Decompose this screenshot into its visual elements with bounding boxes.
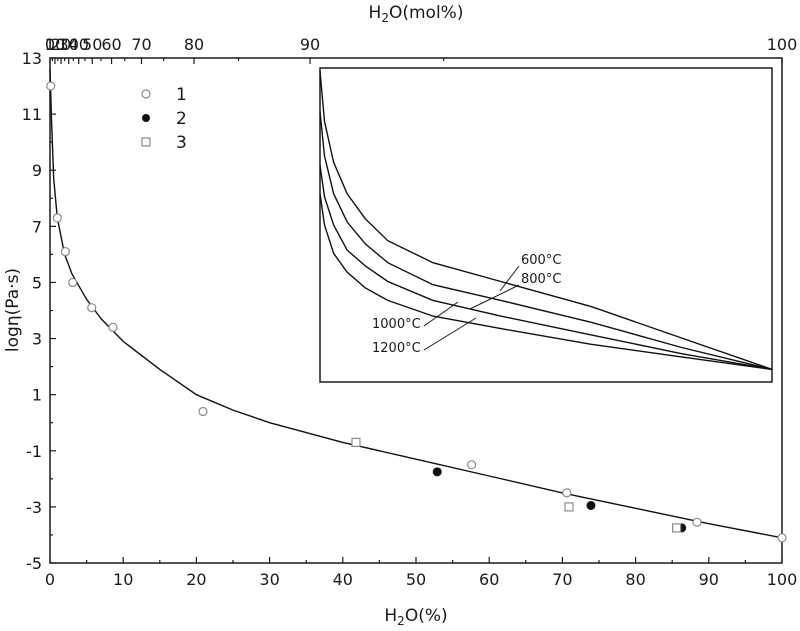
inset-curve bbox=[319, 165, 773, 371]
top-tick-label: 30 bbox=[59, 35, 79, 54]
top-tick-label: 90 bbox=[300, 35, 320, 54]
top-tick-label: 0 bbox=[45, 35, 55, 54]
point-series-1 bbox=[60, 246, 70, 257]
y-tick-label: 11 bbox=[22, 105, 42, 124]
y-tick-label: 7 bbox=[32, 217, 42, 236]
inset-leader-line bbox=[423, 301, 459, 327]
point-series-3 bbox=[351, 437, 361, 447]
point-series-2 bbox=[586, 500, 596, 510]
top-axis-title: H2O(mol%) bbox=[369, 3, 464, 25]
point-series-1 bbox=[46, 81, 56, 91]
data-points bbox=[46, 81, 787, 543]
top-tick-label: 40 bbox=[69, 35, 89, 54]
inset-leader-line bbox=[469, 284, 520, 310]
y-tick-label: 5 bbox=[32, 273, 42, 292]
x-tick-label: 100 bbox=[767, 570, 798, 589]
point-series-1 bbox=[777, 533, 787, 543]
inset-labels: 600°C 800°C 1000°C 1200°C bbox=[372, 253, 561, 356]
x-tick-label: 0 bbox=[45, 570, 55, 589]
point-series-1 bbox=[198, 406, 208, 417]
y-tick-label: 3 bbox=[32, 330, 42, 349]
point-series-3 bbox=[564, 502, 574, 512]
y-tick-label: -3 bbox=[26, 498, 42, 517]
y-tick-label: 9 bbox=[32, 161, 42, 180]
x-tick-label: 70 bbox=[552, 570, 572, 589]
y-axis-title: logη(Pa·s) bbox=[3, 268, 23, 352]
inset-curve bbox=[319, 193, 773, 371]
point-series-1 bbox=[87, 303, 97, 313]
x-tick-label: 60 bbox=[479, 570, 499, 589]
inset-temp-label: 800°C bbox=[521, 272, 561, 287]
top-tick-label: 80 bbox=[184, 35, 204, 54]
x-tick-label: 90 bbox=[699, 570, 719, 589]
bottom-x-axis: 0 10 20 30 40 50 60 70 80 90 100 bbox=[45, 557, 797, 589]
point-series-1 bbox=[692, 517, 702, 527]
top-tick-label: 10 bbox=[45, 35, 65, 54]
top-tick-label: 50 bbox=[82, 35, 102, 54]
inset-leader-line bbox=[423, 317, 477, 351]
y-tick-label: -5 bbox=[26, 554, 42, 573]
point-series-3 bbox=[671, 523, 682, 533]
point-series-2 bbox=[432, 467, 442, 477]
inset-temp-label: 1200°C bbox=[372, 341, 421, 356]
x-tick-label: 40 bbox=[333, 570, 353, 589]
top-tick-label: 20 bbox=[51, 35, 71, 54]
legend-marker-3 bbox=[141, 137, 151, 147]
legend-marker-1 bbox=[141, 89, 151, 99]
x-tick-label: 10 bbox=[113, 570, 133, 589]
y-tick-label: 13 bbox=[22, 49, 42, 68]
point-series-1 bbox=[68, 277, 78, 288]
bottom-axis-title: H2O(%) bbox=[384, 606, 447, 628]
point-series-1 bbox=[562, 488, 572, 498]
legend-label-1: 1 bbox=[176, 85, 187, 105]
y-tick-label: 1 bbox=[32, 386, 42, 405]
point-series-1 bbox=[108, 322, 118, 332]
top-tick-label: 60 bbox=[101, 35, 121, 54]
x-tick-label: 50 bbox=[406, 570, 426, 589]
point-series-1 bbox=[467, 460, 477, 470]
inset-leader-line bbox=[499, 265, 520, 292]
inset-curves bbox=[319, 71, 773, 371]
x-tick-label: 80 bbox=[625, 570, 645, 589]
fit-curve bbox=[49, 69, 783, 539]
x-tick-label: 20 bbox=[186, 570, 206, 589]
point-series-1 bbox=[52, 213, 62, 223]
legend-label-3: 3 bbox=[176, 133, 187, 153]
y-tick-label: -1 bbox=[26, 442, 42, 461]
top-tick-label: 100 bbox=[767, 35, 798, 54]
legend-marker-2 bbox=[142, 114, 150, 122]
legend-label-2: 2 bbox=[176, 109, 187, 129]
x-tick-label: 30 bbox=[259, 570, 279, 589]
inset-curve bbox=[319, 111, 773, 371]
fit-curve-group bbox=[49, 69, 783, 539]
top-tick-label: 70 bbox=[131, 35, 151, 54]
inset-frame bbox=[319, 67, 773, 383]
inset-temp-label: 600°C bbox=[521, 253, 561, 268]
inset-curve bbox=[319, 71, 773, 371]
legend: 1 2 3 bbox=[141, 85, 187, 153]
inset-temp-label: 1000°C bbox=[372, 317, 421, 332]
